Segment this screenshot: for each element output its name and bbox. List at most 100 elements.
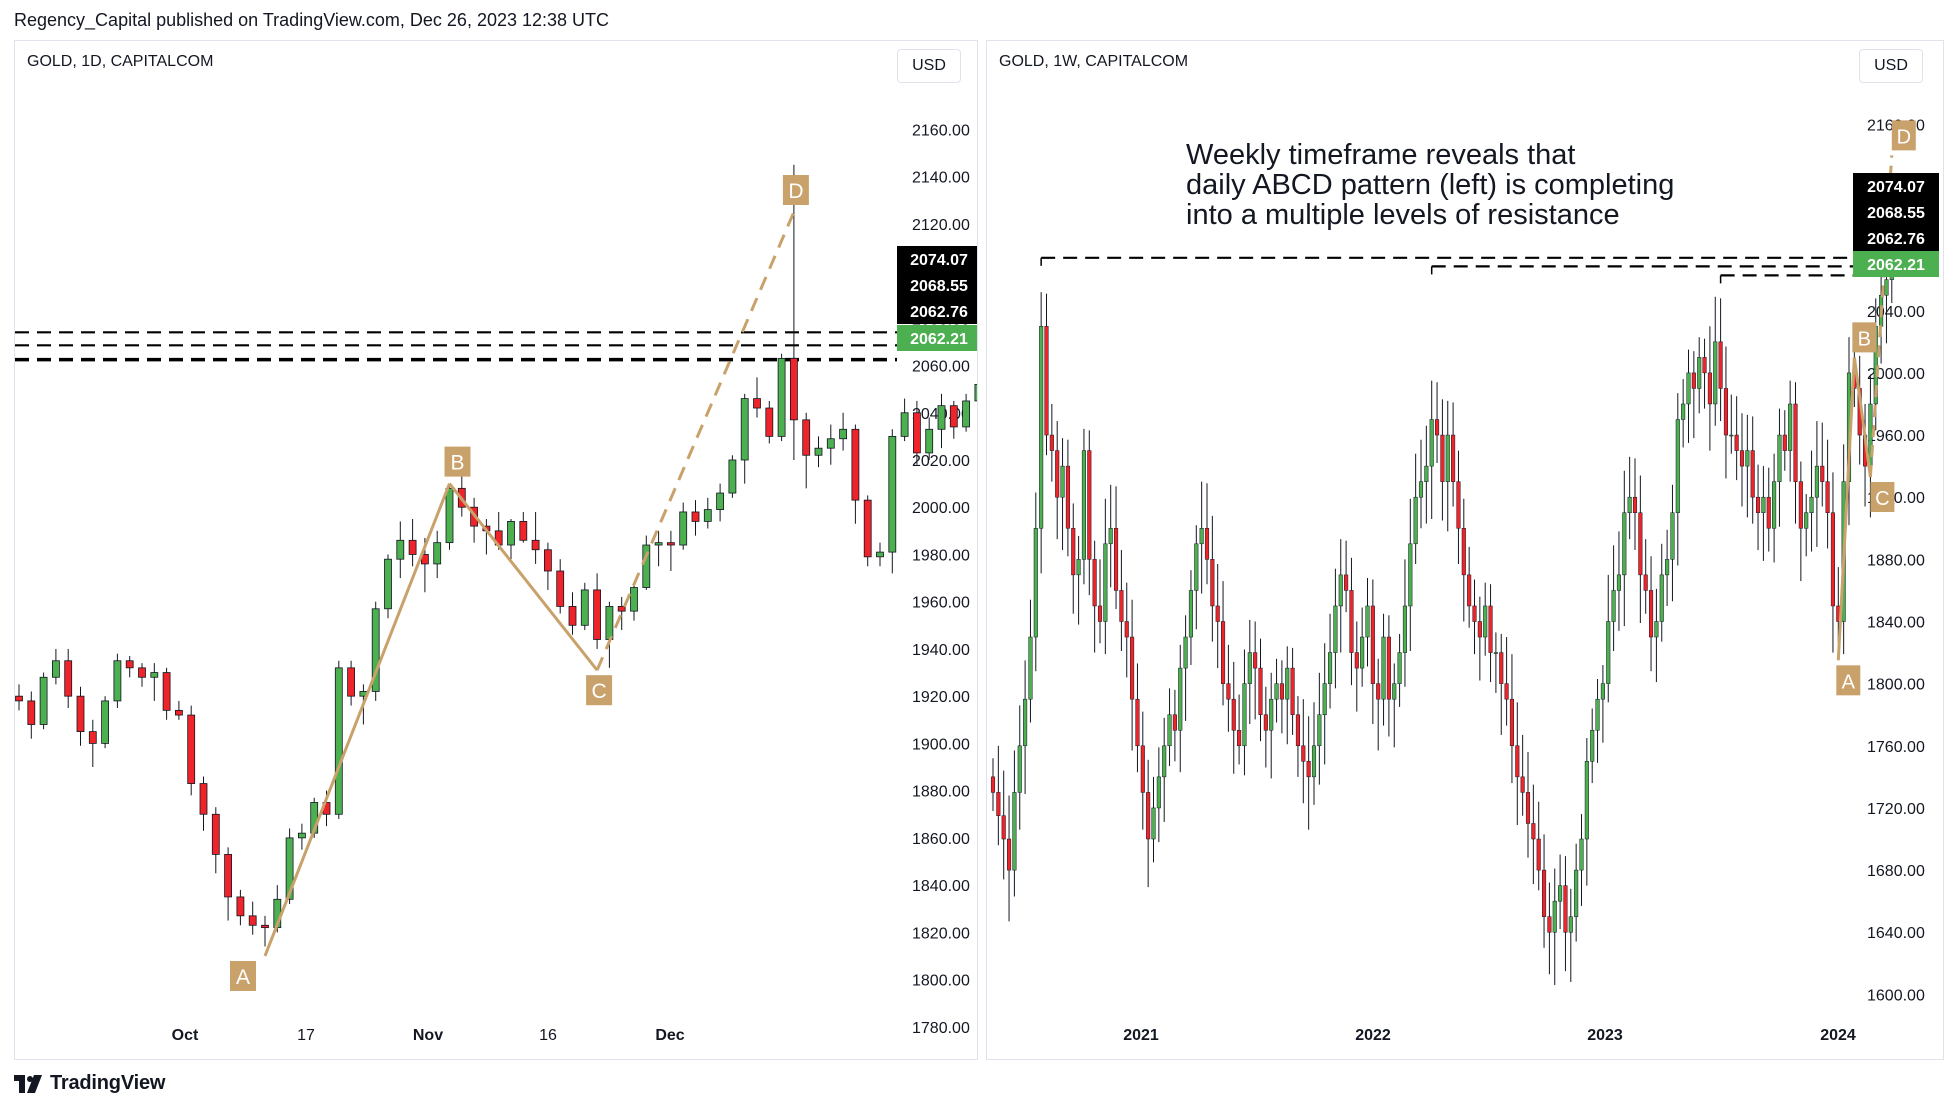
weekly-chart-panel[interactable]: GOLD, 1W, CAPITALCOM USD 2160.002120.002… (986, 40, 1944, 1060)
candle-body (1772, 481, 1777, 529)
candle-body (384, 558, 392, 610)
candle-body (1702, 357, 1707, 374)
candle-body (1092, 559, 1097, 607)
candle-body (593, 589, 601, 640)
candle-body (1263, 714, 1268, 731)
candle-body (1365, 605, 1370, 638)
candle-body (52, 660, 60, 678)
x-tick-label: 2023 (1587, 1027, 1623, 1044)
candle-body (1574, 869, 1579, 917)
candle-body (1151, 807, 1156, 840)
candle-body (900, 412, 909, 437)
chart-title-weekly: GOLD, 1W, CAPITALCOM (999, 53, 1189, 70)
candle-body (790, 358, 798, 421)
candle-body (1087, 450, 1092, 560)
pattern-leg (1852, 357, 1872, 478)
candle-body (1007, 838, 1012, 871)
candle-body (1269, 698, 1274, 731)
candle-body (1595, 698, 1600, 731)
candle-body (1467, 574, 1472, 607)
candle-body (1766, 496, 1771, 529)
candle-body (1782, 434, 1787, 451)
candle-body (1381, 636, 1386, 700)
x-tick-label: 17 (297, 1027, 315, 1044)
candle-body (1445, 434, 1450, 482)
candle-body (1146, 792, 1151, 840)
candle-body (605, 606, 614, 640)
candle-body (1809, 496, 1814, 513)
candle-body (1311, 745, 1317, 778)
pattern-leg (1836, 357, 1856, 661)
candle-body (1584, 761, 1589, 840)
candle-body (568, 606, 577, 626)
candle-body (1188, 590, 1193, 638)
candle-body (15, 695, 23, 702)
currency-button-weekly[interactable]: USD (1859, 49, 1923, 83)
candle-body (1247, 652, 1252, 684)
candle-body (1044, 326, 1049, 436)
candle-body (1210, 559, 1215, 607)
y-tick-label: 1800.00 (912, 973, 970, 990)
currency-button-daily[interactable]: USD (897, 49, 961, 83)
candle-body (445, 487, 454, 544)
candle-body (642, 544, 651, 588)
y-tick-label: 2020.00 (912, 453, 970, 470)
price-tag-box (1853, 251, 1939, 277)
candle-body (1632, 496, 1638, 513)
pattern-label-box (1836, 665, 1861, 696)
candle-body (1408, 543, 1413, 607)
candle-body (1258, 667, 1263, 715)
candle-body (1777, 434, 1782, 482)
y-tick-label: 1940.00 (912, 642, 970, 659)
candle-body (1820, 465, 1825, 482)
daily-chart-svg[interactable]: 2160.002140.002120.002100.002080.002060.… (15, 41, 995, 1059)
footer-logo[interactable]: TradingView (14, 1072, 165, 1095)
daily-chart-panel[interactable]: GOLD, 1D, CAPITALCOM USD 2160.00 2140.00 2… (14, 40, 995, 1060)
candle-body (990, 776, 996, 793)
candle-body (39, 676, 48, 725)
candle-body (1360, 636, 1365, 669)
candle-body (740, 398, 749, 461)
candle-body (1012, 792, 1017, 871)
candle-body (433, 542, 442, 565)
candle-body (1488, 605, 1493, 653)
candle-body (174, 709, 183, 716)
candle-body (1472, 605, 1477, 622)
candle-body (1065, 465, 1070, 529)
candle-body (1499, 652, 1504, 684)
candle-body (113, 660, 122, 702)
candle-body (408, 539, 417, 555)
y-tick-label: 1860.00 (912, 831, 970, 848)
y-tick-label: 2120.00 (912, 217, 970, 234)
x-tick-label: Dec (655, 1027, 684, 1044)
candle-body (64, 660, 73, 697)
pattern-label-box (1891, 120, 1916, 151)
candle-body (1370, 605, 1375, 684)
weekly-chart-svg[interactable]: 2160.002120.002080.002040.002000.001960.… (987, 41, 1943, 1059)
candle-body (1183, 636, 1188, 669)
candle-body (1723, 388, 1729, 436)
candle-body (1734, 434, 1739, 451)
candle-body (1713, 341, 1718, 405)
y-tick-label: 1840.00 (1867, 614, 1925, 631)
candle-body (1055, 450, 1060, 498)
price-tag-label: 2062.76 (910, 304, 968, 321)
candle-body (1525, 792, 1531, 824)
candle-body (1039, 326, 1044, 529)
candle-body (1231, 698, 1236, 731)
candle-body (1675, 419, 1680, 513)
candle-body (1429, 419, 1434, 467)
candle-body (1328, 652, 1333, 684)
candle-body (888, 435, 897, 553)
candle-body (1103, 543, 1108, 622)
candle-body (814, 447, 823, 456)
x-tick-label: 2021 (1123, 1027, 1159, 1044)
candle-body (1135, 698, 1140, 747)
pattern-leg (448, 482, 599, 672)
candle-body (224, 854, 233, 898)
candle-body (1638, 512, 1643, 576)
candle-body (1017, 745, 1022, 793)
candle-body (1140, 745, 1145, 793)
pattern-label-box (230, 960, 256, 991)
candle-body (1076, 559, 1081, 576)
